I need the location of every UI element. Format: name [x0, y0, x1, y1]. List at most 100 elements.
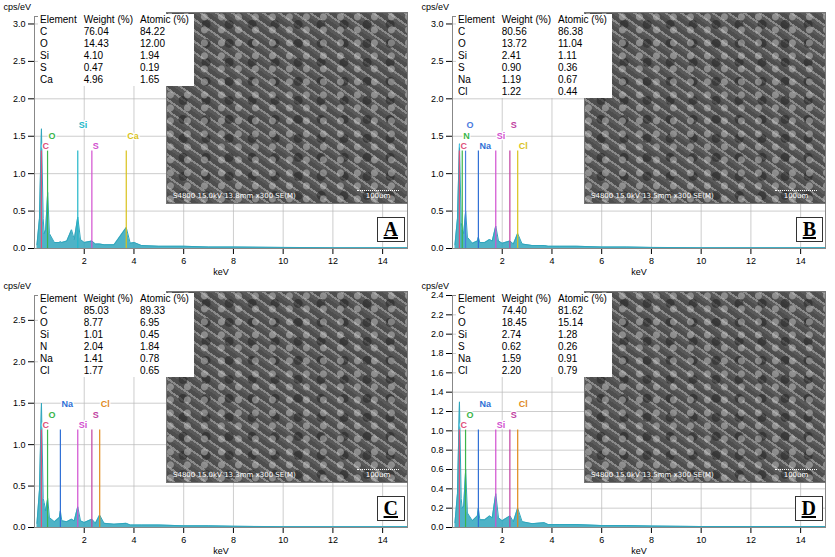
svg-text:S: S	[511, 410, 517, 420]
svg-text:S: S	[511, 120, 517, 130]
svg-text:2.0: 2.0	[431, 94, 444, 104]
svg-text:14: 14	[796, 256, 806, 266]
svg-text:1.0: 1.0	[431, 426, 444, 436]
svg-text:8: 8	[649, 256, 654, 266]
svg-text:12: 12	[328, 535, 338, 545]
svg-text:3.0: 3.0	[431, 19, 444, 29]
svg-text:2: 2	[500, 535, 505, 545]
svg-text:2.0: 2.0	[431, 329, 444, 339]
svg-text:14: 14	[378, 535, 388, 545]
svg-text:2.5: 2.5	[431, 56, 444, 66]
svg-text:2.5: 2.5	[13, 56, 26, 66]
svg-text:1.5: 1.5	[13, 131, 26, 141]
svg-text:Cl: Cl	[519, 399, 528, 409]
svg-text:8: 8	[231, 256, 236, 266]
svg-text:0.2: 0.2	[431, 503, 444, 513]
svg-text:0.0: 0.0	[13, 243, 26, 253]
svg-text:1.0: 1.0	[13, 169, 26, 179]
svg-text:Si: Si	[497, 420, 506, 430]
svg-text:1.0: 1.0	[431, 169, 444, 179]
html-text:C: C	[383, 497, 398, 519]
svg-text:12: 12	[328, 256, 338, 266]
svg-text:8: 8	[649, 535, 654, 545]
svg-text:0.6: 0.6	[431, 464, 444, 474]
svg-text:keV: keV	[213, 267, 229, 277]
svg-text:3.0: 3.0	[13, 19, 26, 29]
svg-text:2.0: 2.0	[13, 357, 26, 367]
svg-text:1.6: 1.6	[431, 368, 444, 378]
svg-text:keV: keV	[631, 267, 647, 277]
svg-text:keV: keV	[631, 546, 647, 556]
svg-text:0.0: 0.0	[431, 522, 444, 532]
svg-text:O: O	[467, 120, 474, 130]
svg-text:1.5: 1.5	[431, 131, 444, 141]
svg-text:2: 2	[82, 256, 87, 266]
svg-text:10: 10	[696, 535, 706, 545]
svg-text:cps/eV: cps/eV	[422, 2, 450, 12]
svg-text:1.2: 1.2	[431, 406, 444, 416]
svg-text:10: 10	[278, 535, 288, 545]
svg-text:C: C	[460, 420, 467, 430]
svg-text:keV: keV	[213, 546, 229, 556]
svg-text:0.4: 0.4	[431, 484, 444, 494]
svg-text:8: 8	[231, 535, 236, 545]
svg-text:4: 4	[549, 535, 554, 545]
svg-text:Si: Si	[79, 120, 88, 130]
svg-text:2: 2	[500, 256, 505, 266]
svg-text:4: 4	[549, 256, 554, 266]
html-text:Weight (%): Weight (%)	[83, 14, 133, 25]
svg-text:Si: Si	[497, 131, 506, 141]
html-text:A: A	[383, 218, 398, 240]
svg-text:C: C	[42, 141, 49, 151]
svg-text:4: 4	[131, 535, 136, 545]
svg-text:Cl: Cl	[519, 141, 528, 151]
svg-text:Ca: Ca	[127, 131, 139, 141]
svg-text:14: 14	[378, 256, 388, 266]
html-text:Element: Element	[40, 14, 77, 25]
svg-text:0.0: 0.0	[13, 522, 26, 532]
svg-text:C: C	[42, 420, 49, 430]
svg-text:6: 6	[181, 535, 186, 545]
html-text:Atomic (%): Atomic (%)	[140, 14, 189, 25]
svg-text:cps/eV: cps/eV	[422, 281, 450, 291]
svg-text:Cl: Cl	[101, 399, 110, 409]
svg-text:6: 6	[599, 256, 604, 266]
svg-text:0.5: 0.5	[13, 481, 26, 491]
svg-text:O: O	[49, 131, 56, 141]
svg-text:1.4: 1.4	[431, 387, 444, 397]
svg-text:O: O	[49, 410, 56, 420]
svg-text:S: S	[93, 410, 99, 420]
svg-text:0.8: 0.8	[431, 445, 444, 455]
svg-text:O: O	[467, 410, 474, 420]
svg-text:10: 10	[696, 256, 706, 266]
svg-text:cps/eV: cps/eV	[4, 281, 32, 291]
svg-text:cps/eV: cps/eV	[4, 2, 32, 12]
html-text:B: B	[802, 218, 816, 240]
svg-text:0.5: 0.5	[13, 206, 26, 216]
svg-text:6: 6	[599, 535, 604, 545]
svg-text:Si: Si	[79, 420, 88, 430]
html-text:D: D	[801, 497, 816, 519]
svg-text:2.5: 2.5	[13, 315, 26, 325]
svg-text:12: 12	[746, 535, 756, 545]
svg-text:2.4: 2.4	[431, 290, 444, 300]
svg-text:0.0: 0.0	[431, 243, 444, 253]
svg-text:10: 10	[278, 256, 288, 266]
svg-text:Na: Na	[479, 141, 491, 151]
svg-text:1.5: 1.5	[13, 398, 26, 408]
svg-text:0.5: 0.5	[431, 206, 444, 216]
svg-text:1.8: 1.8	[431, 348, 444, 358]
svg-text:C: C	[460, 141, 467, 151]
svg-text:12: 12	[746, 256, 756, 266]
svg-text:4: 4	[131, 256, 136, 266]
svg-text:6: 6	[181, 256, 186, 266]
svg-text:Na: Na	[61, 399, 73, 409]
svg-text:2.2: 2.2	[431, 310, 444, 320]
svg-text:Na: Na	[479, 399, 491, 409]
svg-text:14: 14	[796, 535, 806, 545]
svg-text:S: S	[93, 141, 99, 151]
svg-text:2: 2	[82, 535, 87, 545]
svg-text:1.0: 1.0	[13, 440, 26, 450]
svg-text:N: N	[463, 131, 470, 141]
svg-text:2.0: 2.0	[13, 94, 26, 104]
